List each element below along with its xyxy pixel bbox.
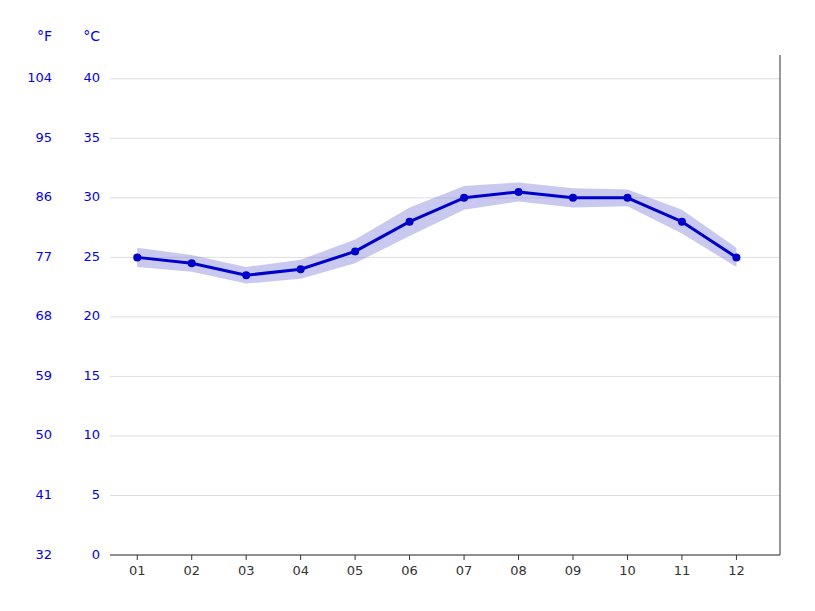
y2-tick-label: 41	[35, 487, 52, 502]
x-tick-label: 07	[456, 563, 473, 578]
x-tick-label: 09	[565, 563, 582, 578]
x-tick-label: 06	[401, 563, 418, 578]
x-tick	[736, 555, 737, 560]
marker	[297, 265, 305, 273]
y-tick-label: 10	[83, 427, 100, 442]
marker	[460, 194, 468, 202]
plot-area	[133, 182, 740, 283]
y-tick-label: 25	[83, 249, 100, 264]
y2-tick-label: 59	[35, 368, 52, 383]
marker	[133, 253, 141, 261]
grid	[110, 79, 780, 555]
marker	[623, 194, 631, 202]
x-tick-label: 04	[292, 563, 309, 578]
marker	[188, 259, 196, 267]
x-tick-label: 08	[510, 563, 527, 578]
x-tick-label: 01	[129, 563, 146, 578]
x-tick-label: 05	[347, 563, 364, 578]
marker	[515, 188, 523, 196]
marker	[406, 218, 414, 226]
x-tick-label: 11	[674, 563, 691, 578]
x-tick	[573, 555, 574, 560]
y2-tick-label: 77	[35, 249, 52, 264]
x-tick-label: 02	[183, 563, 200, 578]
x-tick	[464, 555, 465, 560]
grid-line	[110, 376, 780, 377]
y2-tick-label: 95	[35, 130, 52, 145]
grid-line	[110, 435, 780, 436]
y2-axis-label: °F	[37, 28, 52, 44]
y2-tick-label: 104	[27, 70, 52, 85]
x-tick-label: 10	[619, 563, 636, 578]
x-tick-label: 12	[728, 563, 745, 578]
y2-tick-label: 86	[35, 189, 52, 204]
x-tick	[627, 555, 628, 560]
grid-line	[110, 257, 780, 258]
x-tick	[409, 555, 410, 560]
y-tick-label: 20	[83, 308, 100, 323]
grid-line	[110, 495, 780, 496]
grid-line	[110, 555, 780, 556]
x-tick	[191, 555, 192, 560]
x-axis-line	[110, 555, 780, 556]
marker	[569, 194, 577, 202]
marker	[732, 253, 740, 261]
y-tick-label: 0	[92, 547, 100, 562]
grid-line	[110, 138, 780, 139]
x-tick	[300, 555, 301, 560]
x-tick	[518, 555, 519, 560]
y-tick-label: 30	[83, 189, 100, 204]
x-tick	[246, 555, 247, 560]
y-tick-label: 40	[83, 70, 100, 85]
y-tick-label: 15	[83, 368, 100, 383]
grid-line	[110, 316, 780, 317]
marker	[351, 247, 359, 255]
x-tick-label: 03	[238, 563, 255, 578]
y-tick-label: 35	[83, 130, 100, 145]
x-tick	[137, 555, 138, 560]
y2-tick-label: 32	[35, 547, 52, 562]
x-tick	[355, 555, 356, 560]
x-tick	[681, 555, 682, 560]
y-axis-label: °C	[83, 28, 100, 44]
line	[137, 192, 736, 275]
band	[137, 182, 736, 283]
marker	[678, 218, 686, 226]
y-tick-label: 5	[92, 487, 100, 502]
chart: 05101520253035403241505968778695104°F°C0…	[0, 0, 815, 611]
marker	[242, 271, 250, 279]
y2-tick-label: 68	[35, 308, 52, 323]
y-axis-line	[780, 55, 781, 555]
y2-tick-label: 50	[35, 427, 52, 442]
grid-line	[110, 78, 780, 79]
